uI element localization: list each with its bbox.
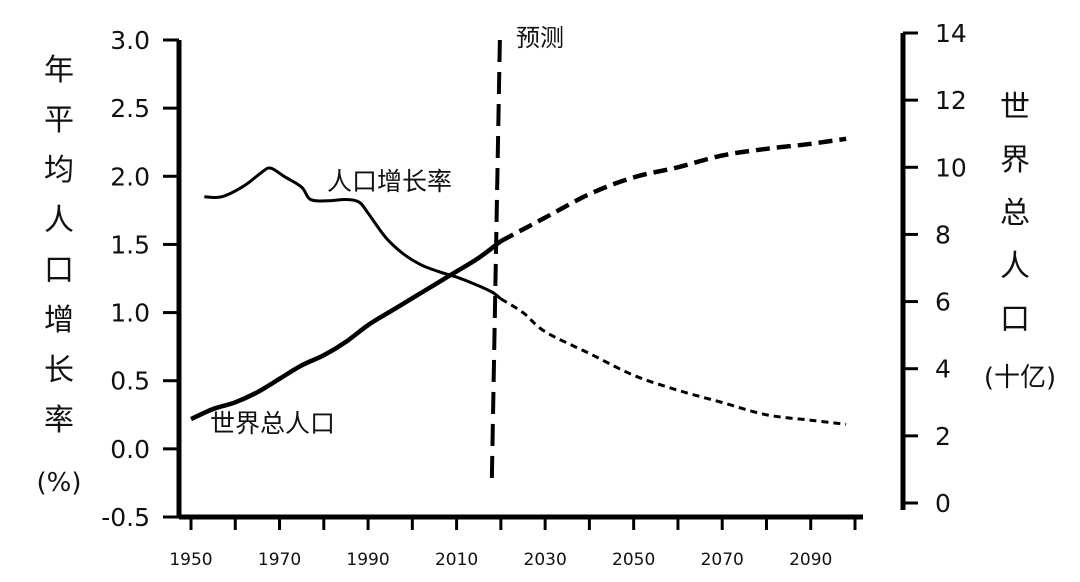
forecast-divider-line [489,39,502,479]
left-tick-label: 0.0 [110,435,150,464]
right-tick-label: 14 [935,19,967,48]
right-axis-title-char: 世 [1000,90,1030,125]
right-tick-label: 6 [935,288,951,317]
right-axis-title-char: 口 [1000,302,1030,337]
x-ticks: 1950 1970 1990 2010 2030 2050 2070 2090 [169,517,857,570]
left-axis-title-char: 人 [44,203,74,238]
x-tick-label: 2010 [435,550,478,570]
left-axis-title-char: 率 [44,403,74,438]
population-observed-line [190,239,503,422]
right-axis-unit: (十亿) [984,363,1056,393]
right-axis-title-char: 界 [1000,143,1030,178]
left-axis-title-char: 增 [44,303,74,338]
right-tick-label: 0 [935,489,951,518]
x-tick-label: 1970 [258,550,301,570]
right-axis-title-char: 人 [1000,249,1030,284]
population-series-label: 世界总人口 [210,409,335,438]
left-y-ticks: 3.0 2.5 2.0 1.5 1.0 0.5 0.0 -0.5 [101,26,179,532]
left-axis-unit: (%) [37,468,82,498]
x-tick-label: 2070 [701,550,744,570]
left-axis-title-char: 长 [44,353,74,388]
left-tick-label: -0.5 [101,503,150,532]
left-axis-title-char: 年 [44,53,74,88]
x-tick-label: 2030 [524,550,567,570]
growth-rate-observed-line [204,166,502,301]
right-tick-label: 4 [935,355,951,384]
right-axis-title-char: 总 [1000,196,1030,231]
right-tick-label: 12 [935,86,967,115]
left-axis-title-char: 平 [44,103,74,138]
left-axis-title-char: 均 [44,153,74,188]
growth-rate-series-label: 人口增长率 [327,167,452,196]
left-tick-label: 1.5 [110,230,150,259]
left-tick-label: 2.5 [110,94,150,123]
right-tick-label: 10 [935,153,967,182]
x-tick-label: 1990 [346,550,389,570]
x-tick-label: 2050 [612,550,655,570]
forecast-label: 预测 [516,24,564,52]
growth-rate-projected-line [500,297,847,426]
left-axis-title-char: 口 [44,253,74,288]
left-tick-label: 1.0 [110,299,150,328]
left-tick-label: 2.0 [110,162,150,191]
population-projected-line [499,136,847,244]
right-y-axis-title: 世界总人口 (十亿) [984,90,1056,393]
right-y-ticks: 14 12 10 8 6 4 2 0 [903,19,967,518]
right-tick-label: 2 [935,422,951,451]
x-tick-label: 1950 [169,550,212,570]
x-tick-label: 2090 [789,550,832,570]
right-tick-label: 8 [935,220,951,249]
left-tick-label: 3.0 [110,26,150,55]
left-tick-label: 0.5 [110,367,150,396]
